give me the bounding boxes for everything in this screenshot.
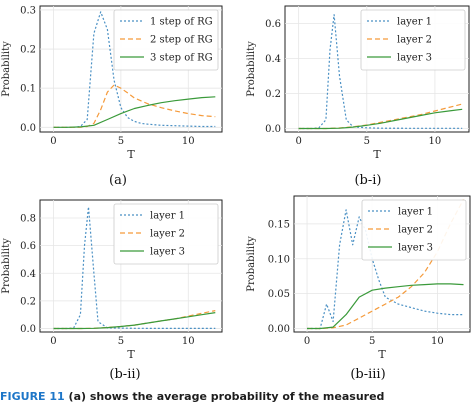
x-axis-label: T <box>378 348 386 361</box>
series-line <box>307 283 464 330</box>
legend: layer 1 layer 2 layer 3 <box>113 203 219 265</box>
y-tick-label: 0.6 <box>20 241 36 252</box>
legend-label: layer 3 <box>150 247 185 258</box>
legend-label: 2 step of RG <box>150 35 213 46</box>
legend-box <box>113 9 219 71</box>
y-tick-label: 0.1 <box>20 84 36 95</box>
y-tick-label: 0.3 <box>20 5 36 16</box>
panel-caption: (b-i) <box>354 173 381 188</box>
y-tick-label: 0.0 <box>20 123 36 134</box>
legend-label: layer 2 <box>397 35 432 46</box>
figure-caption-line: FIGURE 11 (a) shows the average probabil… <box>0 384 474 402</box>
y-axis-label: Probability <box>246 41 257 97</box>
x-axis-label: T <box>127 348 135 361</box>
legend-label: 3 step of RG <box>150 53 213 64</box>
x-tick-label: 0 <box>50 136 56 147</box>
legend-box <box>361 199 467 261</box>
legend-label: 1 step of RG <box>150 17 213 28</box>
y-tick-label: 0.6 <box>265 19 281 30</box>
legend-label: layer 1 <box>397 17 432 28</box>
x-tick-label: 0 <box>304 336 310 347</box>
x-tick-label: 10 <box>182 336 195 347</box>
y-tick-label: 0.8 <box>20 213 36 224</box>
series-line <box>53 310 216 330</box>
legend-label: layer 2 <box>150 229 185 240</box>
panel-caption: (a) <box>109 173 127 188</box>
x-axis-label: T <box>373 148 381 161</box>
y-tick-label: 0.00 <box>268 324 290 335</box>
y-tick-label: 0.4 <box>265 54 281 65</box>
series-line <box>53 96 216 128</box>
y-tick-label: 0.10 <box>268 254 290 265</box>
y-axis-label: Probability <box>246 236 257 292</box>
series-line <box>307 199 465 330</box>
legend-label: layer 3 <box>398 243 433 254</box>
legend-label: layer 3 <box>397 53 432 64</box>
legend-box <box>360 9 466 71</box>
y-tick-label: 0.4 <box>20 269 36 280</box>
legend-label: layer 1 <box>398 207 433 218</box>
chart-panel: 0 5 10 0.0 0.1 0.2 0.3 T Probability 1 step of RG… <box>1 5 223 188</box>
series-line <box>53 312 216 330</box>
y-tick-label: 0.2 <box>265 89 281 100</box>
x-tick-label: 5 <box>118 336 124 347</box>
panel-caption: (b-ii) <box>109 367 140 382</box>
series-line <box>298 14 463 130</box>
series-line <box>298 108 463 130</box>
x-tick-label: 5 <box>369 336 375 347</box>
figure-caption-text: (a) shows the average probability of the… <box>68 390 385 402</box>
y-tick-label: 0.0 <box>20 324 36 335</box>
series-line <box>298 103 463 130</box>
x-tick-label: 5 <box>118 136 124 147</box>
x-tick-label: 10 <box>429 136 442 147</box>
x-tick-label: 10 <box>431 336 444 347</box>
legend: 1 step of RG 2 step of RG 3 step of RG <box>113 9 219 71</box>
legend: layer 1 layer 2 layer 3 <box>361 199 467 261</box>
y-axis-label: Probability <box>1 238 12 294</box>
x-tick-label: 10 <box>182 136 195 147</box>
panel-caption: (b-iii) <box>350 367 385 382</box>
legend-box <box>113 203 219 265</box>
x-axis-label: T <box>127 148 135 161</box>
figure-label: FIGURE 11 <box>0 390 65 402</box>
legend-label: layer 1 <box>150 211 185 222</box>
legend: layer 1 layer 2 layer 3 <box>360 9 466 71</box>
y-tick-label: 0.15 <box>268 219 290 230</box>
y-tick-label: 0.05 <box>268 289 290 300</box>
series-line <box>53 84 216 128</box>
legend-label: layer 2 <box>398 225 433 236</box>
y-axis-label: Probability <box>1 41 12 97</box>
x-tick-label: 0 <box>295 136 301 147</box>
y-tick-label: 0.2 <box>20 45 36 56</box>
y-tick-label: 0.2 <box>20 296 36 307</box>
series-line <box>307 209 464 330</box>
x-tick-label: 0 <box>50 336 56 347</box>
x-tick-label: 5 <box>364 136 370 147</box>
y-tick-label: 0.0 <box>265 124 281 135</box>
